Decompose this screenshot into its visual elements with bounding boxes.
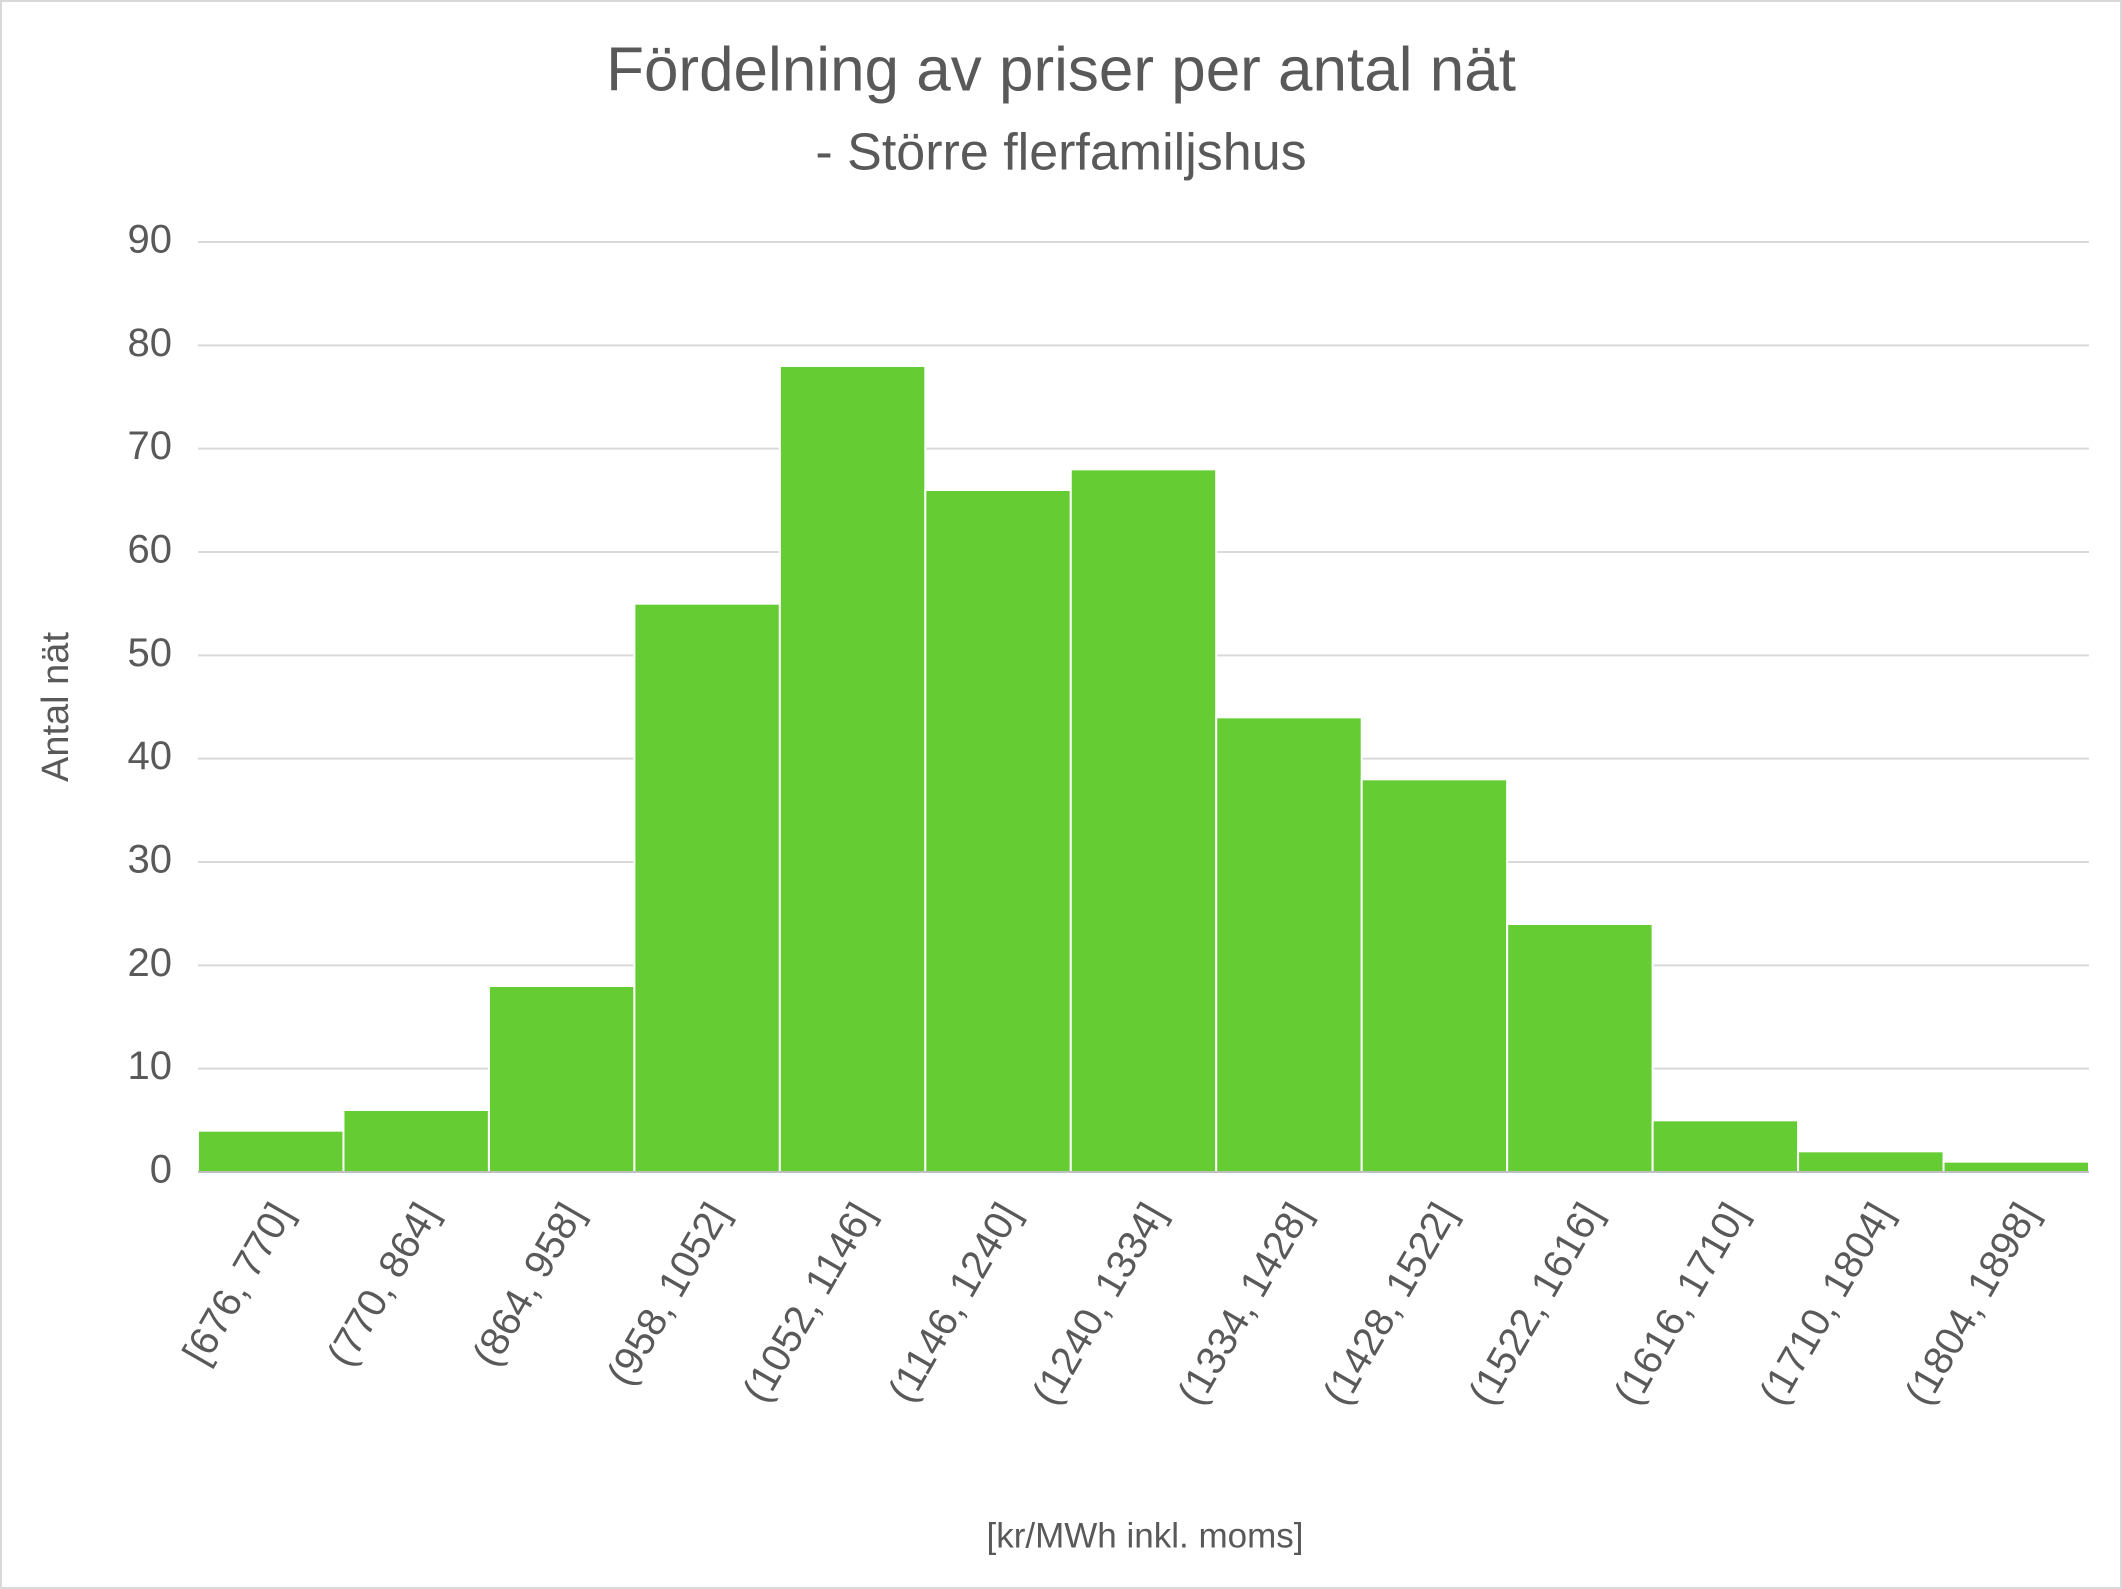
bar [633,602,781,1173]
y-tick-label: 50 [128,631,173,675]
y-tick-label: 10 [128,1044,173,1088]
bar [1506,923,1654,1173]
y-tick-label: 90 [128,218,173,262]
y-tick-label: 60 [128,528,173,572]
chart-title: Fördelning av priser per antal nät [606,35,1516,104]
y-tick-label: 30 [128,838,173,882]
y-tick-label: 70 [128,424,173,468]
bar [487,985,636,1173]
bar [1360,778,1509,1173]
bar [1215,716,1363,1173]
bar [1069,468,1218,1174]
y-tick-label: 0 [150,1148,172,1192]
bar [1942,1160,2090,1173]
bar [1651,1119,1800,1174]
y-tick-label: 80 [128,321,173,365]
y-tick-label: 40 [128,734,173,778]
bar [778,365,927,1173]
bar [342,1109,490,1173]
y-tick-label: 20 [128,941,173,985]
bar [1797,1150,1945,1174]
x-axis-title: [kr/MWh inkl. moms] [987,1516,1304,1555]
bar [197,1129,345,1173]
bar [924,489,1072,1173]
chart-subtitle: - Större flerfamiljshus [815,124,1306,182]
y-axis-title: Antal nät [35,632,77,782]
